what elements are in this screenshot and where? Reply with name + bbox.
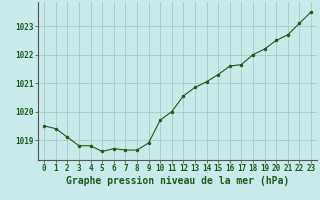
X-axis label: Graphe pression niveau de la mer (hPa): Graphe pression niveau de la mer (hPa)	[66, 176, 289, 186]
